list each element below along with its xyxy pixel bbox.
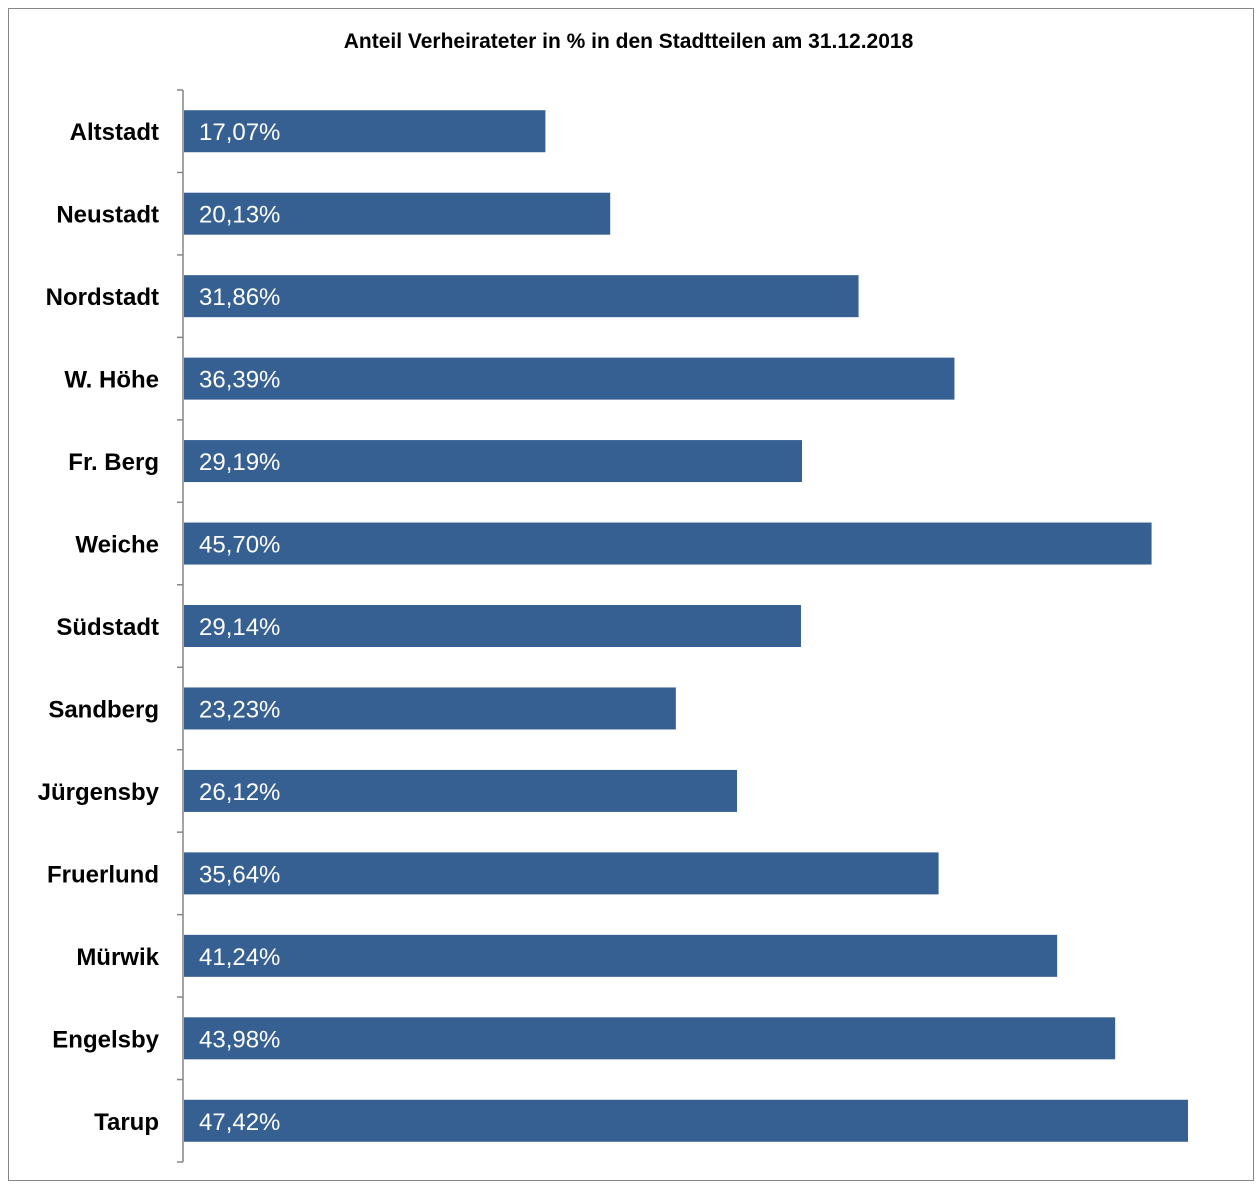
chart-title: Anteil Verheirateter in % in den Stadtte… (343, 30, 914, 53)
data-label: 45,70% (199, 532, 280, 559)
category-label: Altstadt (70, 119, 159, 146)
category-label: W. Höhe (64, 367, 159, 394)
data-label: 29,19% (199, 449, 280, 476)
bar (184, 275, 859, 318)
data-label: 31,86% (199, 284, 280, 311)
data-label: 23,23% (199, 696, 280, 723)
bar (184, 852, 939, 895)
data-label: 35,64% (199, 861, 280, 888)
data-label: 17,07% (199, 119, 280, 146)
bar (184, 522, 1152, 565)
category-label: Fr. Berg (68, 449, 159, 476)
bar (184, 110, 546, 153)
bar (184, 440, 803, 483)
category-label: Neustadt (56, 202, 159, 229)
category-label: Weiche (75, 532, 159, 559)
category-label: Südstadt (56, 614, 159, 641)
data-label: 43,98% (199, 1026, 280, 1053)
category-label: Tarup (94, 1109, 159, 1136)
category-label: Sandberg (48, 696, 159, 723)
data-label: 20,13% (199, 202, 280, 229)
category-label: Jürgensby (38, 779, 160, 806)
data-label: 29,14% (199, 614, 280, 641)
bar (184, 687, 676, 730)
bar (184, 192, 611, 235)
category-label: Mürwik (76, 944, 159, 971)
bar (184, 1017, 1116, 1060)
data-label: 47,42% (199, 1109, 280, 1136)
category-label: Fruerlund (47, 861, 159, 888)
category-label: Nordstadt (46, 284, 159, 311)
bar (184, 769, 738, 812)
data-label: 36,39% (199, 367, 280, 394)
data-label: 26,12% (199, 779, 280, 806)
data-label: 41,24% (199, 944, 280, 971)
bar (184, 357, 955, 400)
bar (184, 1099, 1188, 1142)
category-label: Engelsby (52, 1026, 159, 1053)
bar (184, 605, 801, 647)
bar (184, 934, 1058, 977)
